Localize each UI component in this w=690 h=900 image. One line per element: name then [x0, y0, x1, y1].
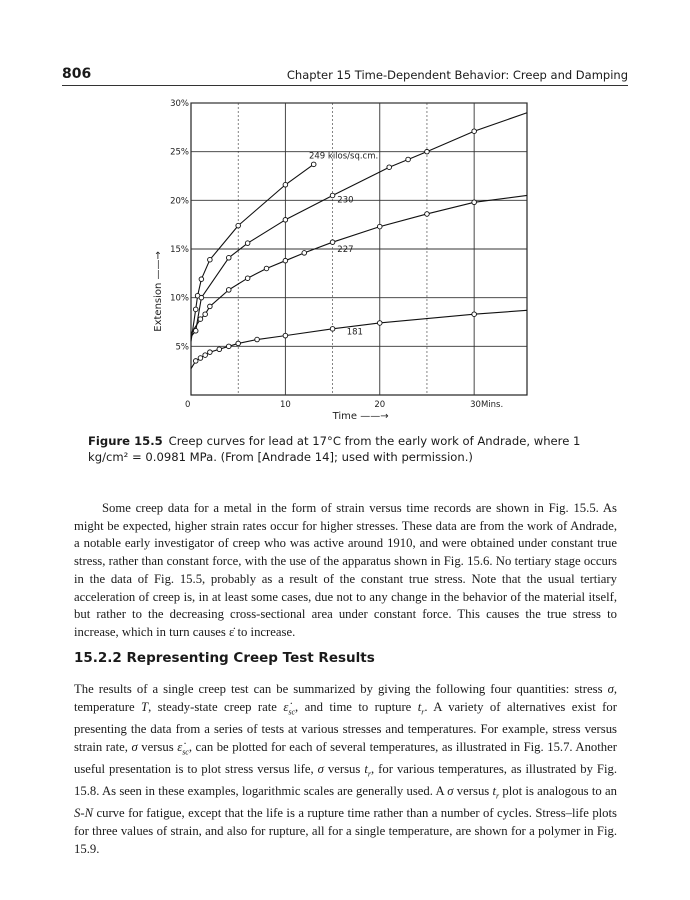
- data-point: [386, 164, 392, 170]
- math-subscript: sc: [288, 707, 296, 717]
- data-point: [198, 294, 205, 301]
- math-symbol: σ: [317, 761, 324, 776]
- math-subscript: r: [367, 769, 371, 779]
- data-point: [235, 340, 241, 347]
- text-run: , steady-state creep rate: [148, 699, 284, 714]
- data-point: [226, 287, 232, 293]
- page-number: 806: [62, 66, 92, 82]
- caption-text: Creep curves for lead at 17°C from the e…: [88, 434, 581, 464]
- data-point: [207, 349, 213, 355]
- data-point: [424, 148, 430, 155]
- math-symbol: σ: [607, 682, 614, 696]
- data-point: [198, 276, 205, 282]
- header-rule: [62, 85, 628, 86]
- text-run: . A variety of alternatives exist for pr…: [74, 699, 617, 754]
- data-point: [282, 332, 289, 339]
- x-tick-label: 0: [185, 400, 190, 410]
- data-point: [377, 320, 383, 326]
- math-symbol: ε̇: [177, 739, 183, 754]
- math-symbol: S-N: [74, 806, 94, 821]
- x-axis-label: Time ——→: [332, 411, 389, 422]
- data-point: [192, 306, 199, 313]
- series-line: [190, 163, 315, 342]
- data-point: [235, 222, 241, 229]
- math-symbol: σ: [447, 784, 454, 799]
- data-point: [471, 199, 477, 206]
- text-run: versus: [323, 761, 365, 776]
- math-symbol: ε̇: [283, 699, 289, 714]
- data-point: [192, 358, 199, 364]
- data-point: [216, 346, 223, 353]
- text-run: curve for fatigue, except that the life …: [74, 806, 617, 856]
- text-run: The results of a single creep test can b…: [74, 682, 608, 696]
- data-point: [197, 355, 204, 361]
- data-point: [424, 211, 430, 217]
- y-tick-label: 15%: [170, 245, 189, 255]
- data-point: [202, 352, 208, 358]
- data-point: [405, 156, 411, 163]
- data-point: [207, 256, 213, 263]
- body-paragraph-1: Some creep data for a metal in the form …: [74, 501, 617, 639]
- text-run: , temperature: [74, 682, 617, 714]
- math-subscript: sc: [182, 747, 189, 757]
- y-tick-label: 30%: [170, 99, 189, 109]
- series-label: 227: [337, 245, 353, 255]
- text-run: , and time to rupture: [295, 699, 418, 714]
- text-run: versus: [453, 784, 493, 799]
- y-axis-label: Extension ——→: [153, 251, 164, 332]
- series-label: 181: [347, 328, 363, 338]
- math-symbol: t: [364, 761, 368, 776]
- series-label: 230: [337, 195, 353, 205]
- series-line: [190, 309, 528, 370]
- math-symbol: t: [492, 784, 497, 799]
- text-run: , for various temperatures, as illustrat…: [74, 761, 618, 799]
- data-point: [244, 240, 251, 246]
- data-point: [244, 275, 251, 281]
- data-point: [329, 326, 336, 332]
- math-subscript: r: [421, 707, 425, 717]
- x-tick-label: 20: [374, 400, 385, 410]
- creep-curves-chart: 5% 10% 15% 20% 25% 30% 0 10 20 30Mins. Time ——→ Ext…: [153, 99, 528, 422]
- series-label: 249 kilos/sq.cm.: [309, 151, 378, 161]
- data-point: [329, 192, 336, 199]
- x-tick-label: 30Mins.: [470, 400, 503, 410]
- y-tick-label: 5%: [176, 342, 190, 352]
- data-point: [197, 316, 204, 322]
- series-line: [190, 194, 528, 334]
- data-point: [329, 239, 336, 245]
- y-tick-label: 25%: [170, 148, 189, 158]
- section-heading: 15.2.2 Representing Creep Test Results: [74, 650, 375, 666]
- figure-label: Figure 15.5: [88, 434, 163, 448]
- data-point: [301, 250, 308, 256]
- data-point: [226, 343, 232, 350]
- data-point: [226, 255, 232, 261]
- running-title: Chapter 15 Time-Dependent Behavior: Cree…: [286, 68, 628, 82]
- data-point: [471, 311, 477, 317]
- math-symbol: σ: [131, 739, 138, 754]
- text-run: , can be plotted for each of several tem…: [74, 739, 618, 776]
- math-symbol: T: [141, 699, 149, 714]
- figure-caption: Figure 15.5 Creep curves for lead at 17°C…: [88, 433, 608, 465]
- data-point: [310, 161, 317, 168]
- body-paragraph-2: The results of a single creep test can b…: [74, 681, 617, 858]
- x-tick-label: 10: [280, 400, 291, 410]
- data-point: [282, 182, 289, 188]
- data-point: [282, 257, 289, 264]
- math-subscript: r: [496, 791, 500, 801]
- data-point: [207, 303, 213, 310]
- y-tick-label: 20%: [170, 196, 189, 206]
- data-point: [202, 311, 208, 317]
- data-point: [282, 217, 289, 223]
- text-run: versus: [137, 739, 178, 754]
- y-tick-label: 10%: [170, 294, 189, 304]
- data-point: [377, 223, 383, 230]
- data-point: [471, 128, 477, 134]
- series-line: [190, 112, 528, 337]
- data-point: [254, 336, 260, 343]
- text-run: plot is analogous to an: [499, 784, 618, 799]
- math-symbol: t: [417, 699, 422, 714]
- data-point: [263, 265, 270, 272]
